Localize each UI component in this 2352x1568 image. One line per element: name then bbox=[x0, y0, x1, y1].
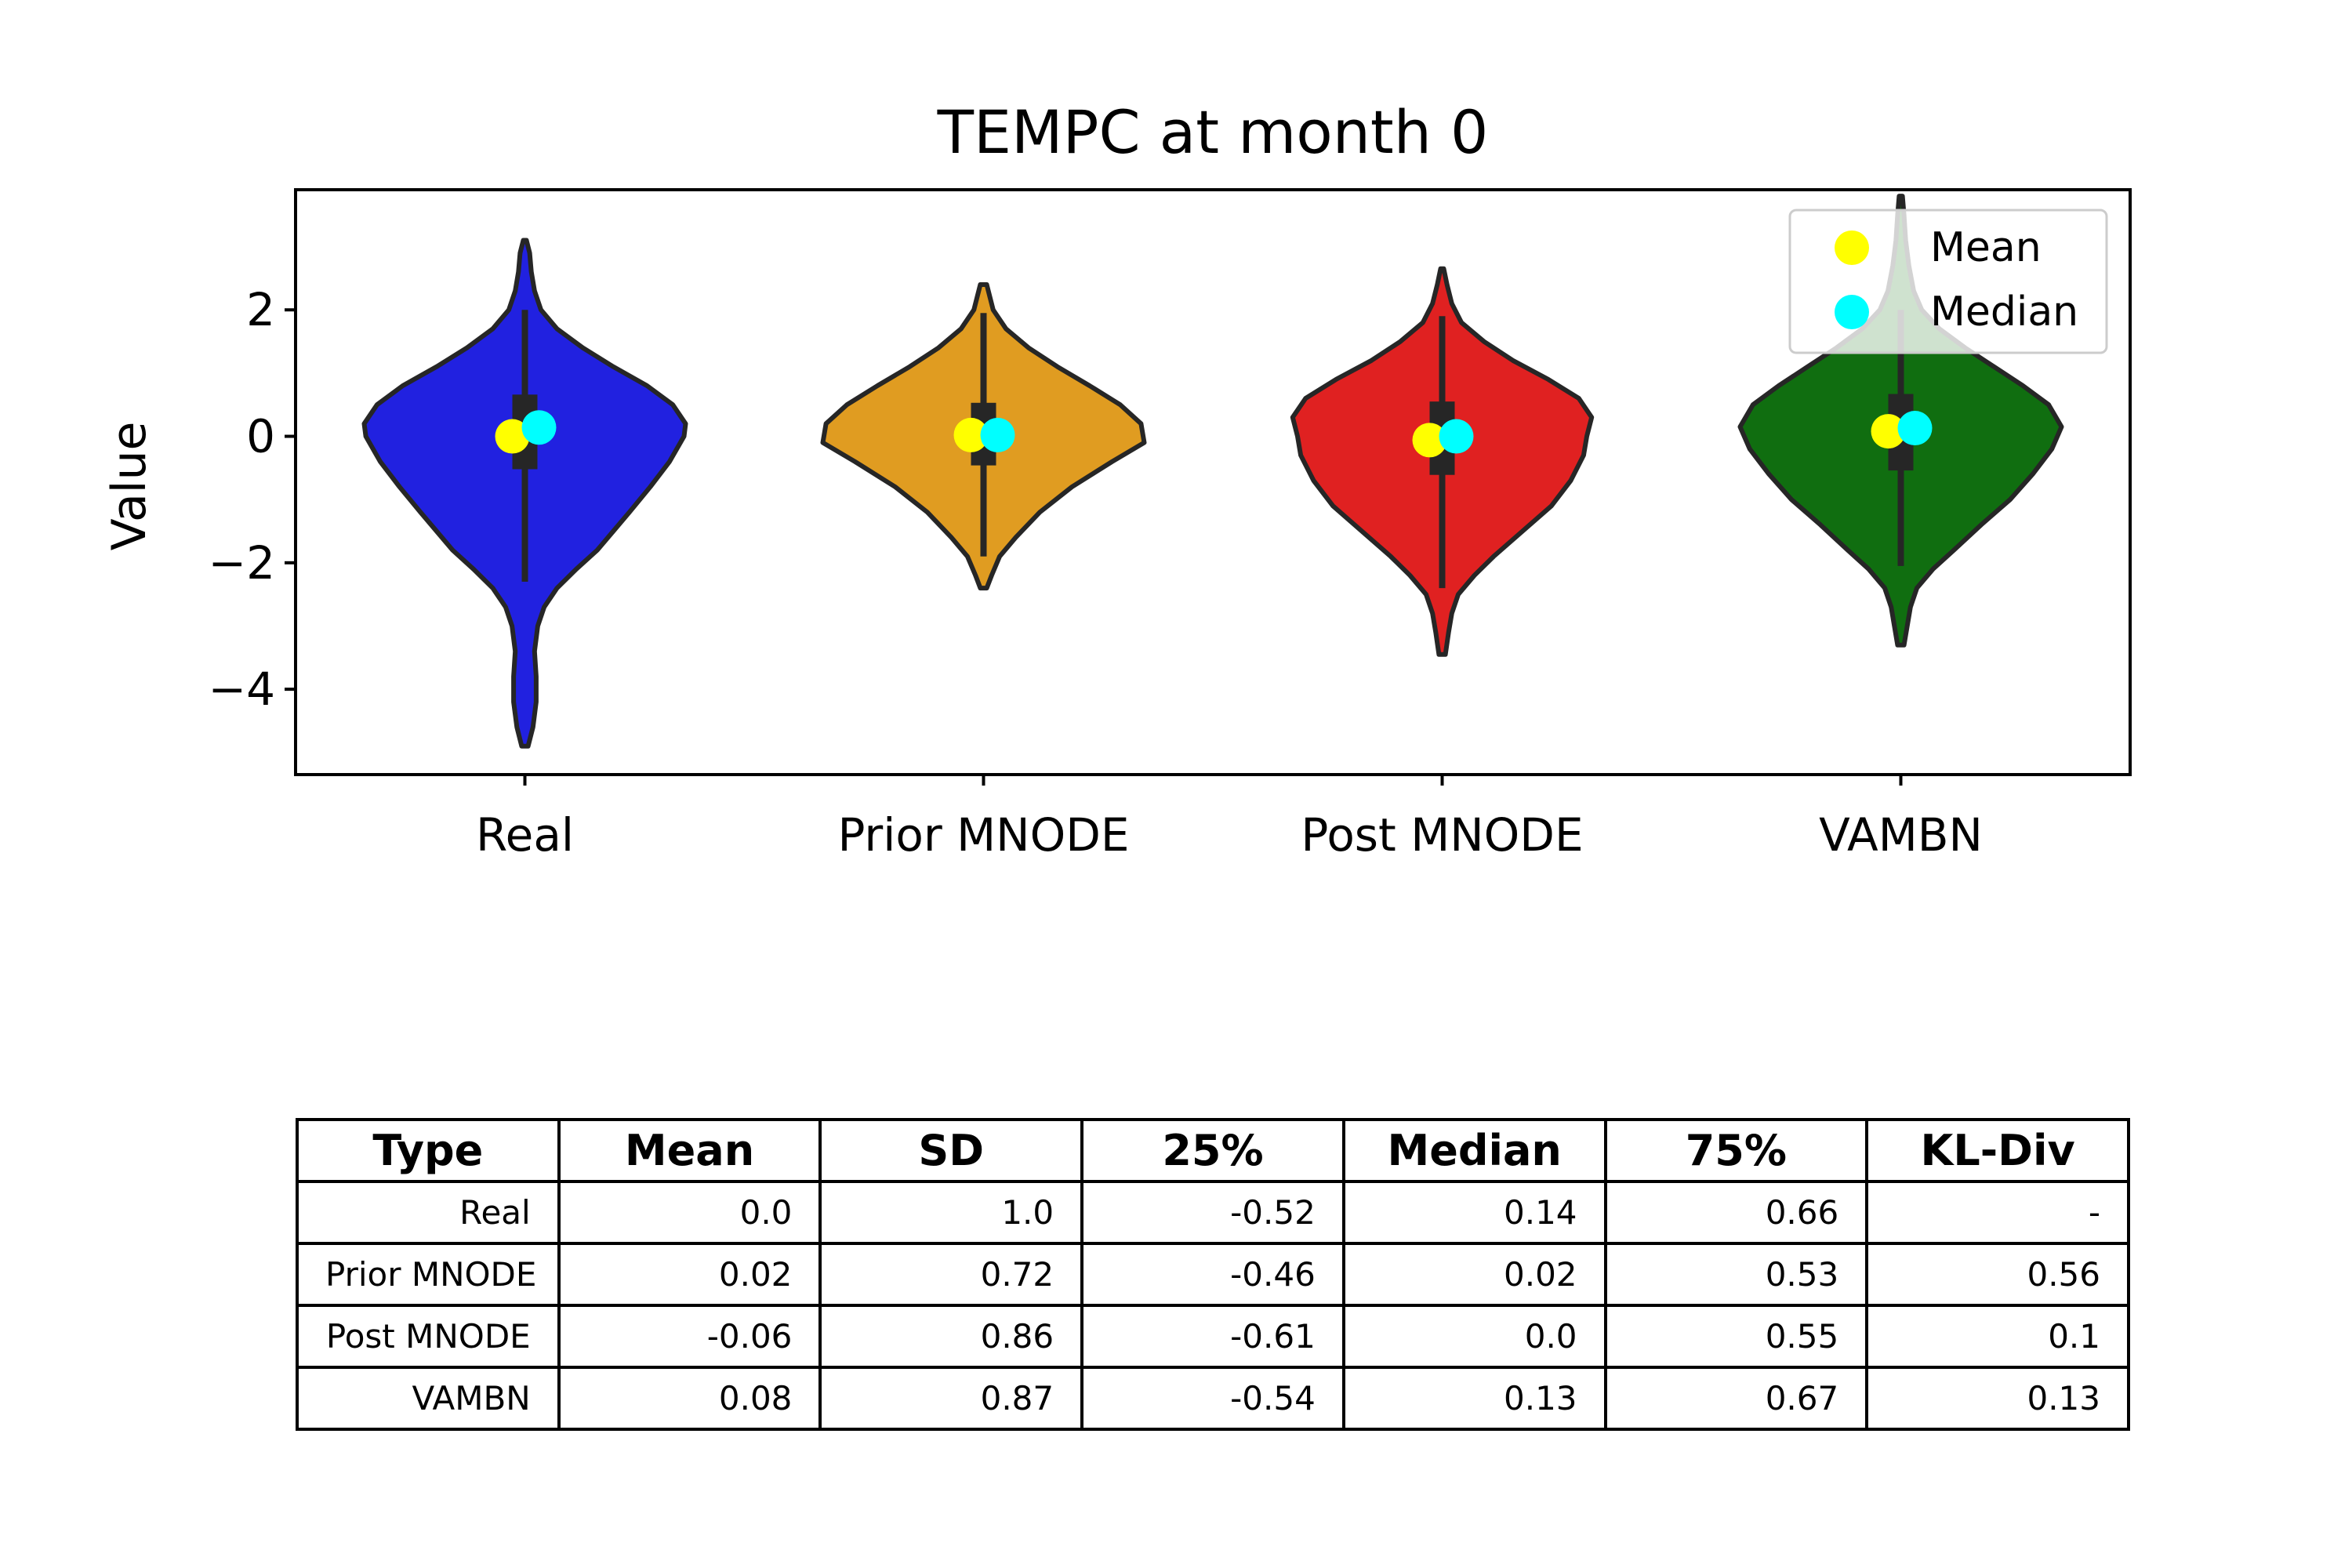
violin-chart: TEMPC at month 0 Value 2 0 −2 −4 Real Prior M… bbox=[102, 97, 2132, 862]
chart-title: TEMPC at month 0 bbox=[937, 97, 1489, 167]
table-cell: 0.72 bbox=[818, 1242, 1084, 1307]
table-cell: 0.0 bbox=[1341, 1304, 1607, 1369]
table-cell: -0.52 bbox=[1080, 1180, 1345, 1245]
table-cell: - bbox=[1865, 1180, 2130, 1245]
x-tick-label: Post MNODE bbox=[1301, 808, 1583, 862]
y-tick-label: −4 bbox=[209, 662, 276, 716]
table-cell: 0.02 bbox=[1341, 1242, 1607, 1307]
table-cell-type: Prior MNODE bbox=[296, 1242, 561, 1307]
table-cell: 0.02 bbox=[557, 1242, 822, 1307]
table-cell: 0.87 bbox=[818, 1366, 1084, 1431]
table-cell-type: VAMBN bbox=[296, 1366, 561, 1431]
mean-marker bbox=[495, 419, 530, 454]
table-header-row: Type Mean SD 25% Median 75% KL-Div bbox=[296, 1118, 2130, 1183]
header-q25: 25% bbox=[1080, 1118, 1345, 1183]
median-marker bbox=[1897, 411, 1933, 446]
mean-marker bbox=[1871, 414, 1906, 449]
table-row: Post MNODE -0.06 0.86 -0.61 0.0 0.55 0.1 bbox=[296, 1304, 2130, 1369]
x-tick-label: Prior MNODE bbox=[837, 808, 1129, 862]
y-tick-label: 0 bbox=[246, 410, 275, 463]
x-tick-label: Real bbox=[476, 808, 574, 862]
header-kl-div: KL-Div bbox=[1865, 1118, 2130, 1183]
median-marker bbox=[521, 410, 557, 445]
median-marker bbox=[1439, 419, 1474, 454]
table-row: VAMBN 0.08 0.87 -0.54 0.13 0.67 0.13 bbox=[296, 1366, 2130, 1431]
y-tick-label: 2 bbox=[246, 283, 275, 336]
table-cell: 0.0 bbox=[557, 1180, 822, 1245]
table-cell: 0.13 bbox=[1341, 1366, 1607, 1431]
mean-marker bbox=[1412, 423, 1447, 458]
median-marker bbox=[980, 417, 1015, 452]
plot-frame bbox=[294, 188, 2132, 776]
header-type: Type bbox=[296, 1118, 561, 1183]
y-tick-label: −2 bbox=[209, 536, 276, 590]
legend-box bbox=[1788, 209, 2108, 354]
stats-table: Type Mean SD 25% Median 75% KL-Div Real … bbox=[296, 1118, 2130, 1431]
table-cell: 1.0 bbox=[818, 1180, 1084, 1245]
table-cell: 0.53 bbox=[1603, 1242, 1869, 1307]
header-mean: Mean bbox=[557, 1118, 822, 1183]
header-sd: SD bbox=[818, 1118, 1084, 1183]
table-row: Prior MNODE 0.02 0.72 -0.46 0.02 0.53 0.… bbox=[296, 1242, 2130, 1307]
x-tick-label: VAMBN bbox=[1819, 808, 1983, 862]
mean-marker bbox=[953, 417, 989, 452]
table-cell: 0.86 bbox=[818, 1304, 1084, 1369]
table-cell: -0.61 bbox=[1080, 1304, 1345, 1369]
y-axis-label: Value bbox=[102, 422, 157, 551]
table-cell: -0.06 bbox=[557, 1304, 822, 1369]
table-cell: 0.66 bbox=[1603, 1180, 1869, 1245]
table-cell: 0.1 bbox=[1865, 1304, 2130, 1369]
table-row: Real 0.0 1.0 -0.52 0.14 0.66 - bbox=[296, 1180, 2130, 1245]
table-cell-type: Post MNODE bbox=[296, 1304, 561, 1369]
table-cell-type: Real bbox=[296, 1180, 561, 1245]
table-cell: 0.55 bbox=[1603, 1304, 1869, 1369]
table-cell: 0.14 bbox=[1341, 1180, 1607, 1245]
legend-marker bbox=[1835, 295, 1869, 329]
header-median: Median bbox=[1341, 1118, 1607, 1183]
table-cell: -0.46 bbox=[1080, 1242, 1345, 1307]
table-cell: 0.67 bbox=[1603, 1366, 1869, 1431]
legend-label: Median bbox=[1930, 289, 2078, 336]
table-cell: 0.13 bbox=[1865, 1366, 2130, 1431]
table-cell: -0.54 bbox=[1080, 1366, 1345, 1431]
header-q75: 75% bbox=[1603, 1118, 1869, 1183]
legend-label: Mean bbox=[1930, 224, 2042, 271]
legend-marker bbox=[1835, 230, 1869, 265]
table-cell: 0.08 bbox=[557, 1366, 822, 1431]
table-cell: 0.56 bbox=[1865, 1242, 2130, 1307]
